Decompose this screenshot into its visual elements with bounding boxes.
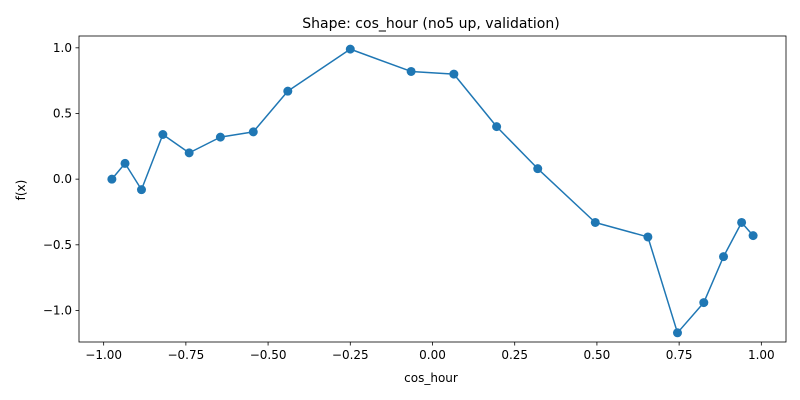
data-point [748,231,758,241]
data-point [672,328,682,338]
data-point [533,164,543,174]
y-tick-label: 0.5 [53,106,72,120]
data-point [719,252,729,262]
plot-area [107,44,758,338]
x-tick-label: 0.50 [584,348,611,362]
data-point [283,86,293,96]
x-axis-label: cos_hour [404,371,458,385]
y-tick-label: −0.5 [43,238,72,252]
data-point [643,232,653,242]
data-point [120,158,130,168]
data-point [737,217,747,227]
data-point [699,298,709,308]
data-point [158,130,168,139]
data-point [590,217,600,227]
x-tick-label: −0.75 [167,348,204,362]
x-tick-label: 0.00 [419,348,446,362]
x-tick-label: −0.50 [250,348,287,362]
x-tick-label: −1.00 [85,348,122,362]
data-point [184,148,194,158]
data-point [492,122,502,132]
data-point [136,185,146,195]
data-point [345,44,355,54]
data-point [406,66,416,76]
x-tick-label: 1.00 [748,348,775,362]
data-point [449,69,459,79]
data-point [107,174,117,184]
x-tick-label: 0.75 [666,348,693,362]
chart-title: Shape: cos_hour (no5 up, validation) [302,16,559,32]
x-tick-label: 0.25 [501,348,528,362]
x-tick-label: −0.25 [332,348,369,362]
series-line [111,48,754,334]
data-point [248,127,258,137]
y-tick-label: 1.0 [53,41,72,55]
data-point [215,132,225,142]
axes: −1.00 −0.75 −0.50 −0.25 0.00 0.25 0.50 0.75 1.00… [43,35,787,362]
y-tick-label: 0.0 [53,172,72,186]
y-axis-label: f(x) [14,180,28,201]
y-tick-label: −1.0 [43,303,72,317]
